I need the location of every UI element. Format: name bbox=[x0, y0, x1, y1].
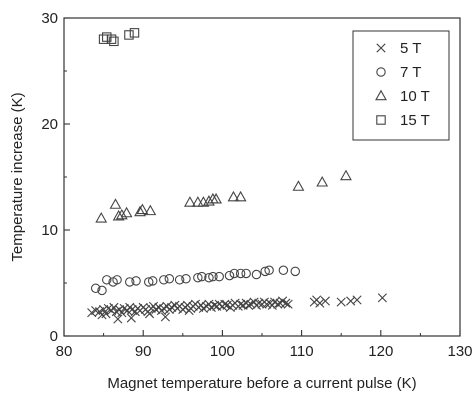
axis-tick-labels: 80 90 100 110 120 130 0 10 20 30 bbox=[41, 10, 472, 360]
data-point bbox=[129, 28, 140, 38]
data-point bbox=[124, 30, 134, 40]
legend-marker bbox=[375, 89, 387, 101]
legend-label: 7 T bbox=[400, 64, 421, 81]
legend-items: 5 T 7 T 10 T 15 T bbox=[375, 40, 430, 129]
x-tick-label: 100 bbox=[210, 343, 235, 360]
data-point bbox=[210, 192, 223, 204]
data-point bbox=[97, 310, 107, 320]
data-point bbox=[251, 269, 262, 280]
data-point bbox=[264, 265, 274, 276]
data-point bbox=[183, 196, 196, 207]
data-point bbox=[98, 34, 109, 44]
data-point bbox=[234, 190, 247, 202]
data-point bbox=[102, 275, 112, 285]
data-point bbox=[143, 277, 154, 287]
legend-marker bbox=[376, 115, 386, 125]
data-point bbox=[214, 271, 224, 282]
data-point bbox=[164, 274, 175, 284]
data-point bbox=[281, 298, 291, 308]
data-points bbox=[87, 28, 387, 324]
data-point bbox=[124, 277, 135, 287]
data-point bbox=[336, 297, 346, 307]
axis-ticks bbox=[63, 17, 461, 337]
data-point bbox=[316, 175, 329, 187]
data-point bbox=[97, 285, 107, 296]
legend-box bbox=[352, 30, 450, 141]
data-point bbox=[208, 271, 218, 282]
data-point bbox=[352, 295, 362, 305]
data-point bbox=[229, 268, 240, 279]
legend-marker bbox=[376, 43, 386, 53]
data-point bbox=[320, 296, 330, 306]
data-point bbox=[235, 268, 246, 279]
x-tick-label: 130 bbox=[447, 343, 472, 360]
data-point bbox=[273, 299, 283, 309]
data-point bbox=[109, 36, 119, 47]
y-tick-label: 10 bbox=[41, 222, 58, 239]
y-tick-label: 20 bbox=[41, 116, 58, 133]
data-point bbox=[184, 305, 194, 316]
data-point bbox=[292, 180, 305, 191]
data-point bbox=[254, 298, 264, 308]
data-point bbox=[227, 190, 240, 202]
series-2 bbox=[95, 169, 352, 223]
data-point bbox=[377, 293, 387, 303]
x-tick-label: 120 bbox=[368, 343, 393, 360]
data-point bbox=[109, 302, 119, 312]
data-point bbox=[117, 308, 127, 318]
series-1 bbox=[90, 265, 301, 296]
x-tick-label: 110 bbox=[290, 343, 314, 360]
data-point bbox=[193, 272, 203, 283]
data-point bbox=[202, 195, 215, 206]
series-3 bbox=[98, 28, 140, 47]
data-point bbox=[112, 209, 125, 221]
data-point bbox=[160, 312, 170, 322]
legend-label: 15 T bbox=[400, 112, 430, 129]
legend-label: 10 T bbox=[400, 88, 430, 105]
data-point bbox=[95, 212, 108, 223]
data-point bbox=[174, 275, 185, 285]
data-point bbox=[144, 309, 155, 319]
data-point bbox=[126, 313, 136, 323]
data-point bbox=[112, 275, 122, 285]
data-point bbox=[147, 276, 158, 286]
data-point bbox=[283, 299, 293, 309]
data-point bbox=[220, 299, 230, 309]
data-point bbox=[197, 271, 207, 282]
data-point bbox=[106, 34, 117, 44]
legend-label: 5 T bbox=[400, 40, 421, 57]
data-point bbox=[260, 266, 270, 277]
data-point bbox=[278, 265, 289, 276]
data-point bbox=[115, 208, 128, 220]
x-tick-label: 90 bbox=[135, 343, 152, 360]
data-point bbox=[290, 266, 301, 277]
data-point bbox=[243, 300, 254, 310]
data-point bbox=[136, 203, 149, 215]
series-0 bbox=[87, 293, 387, 324]
data-point bbox=[109, 198, 122, 209]
legend-marker bbox=[376, 67, 386, 77]
data-point bbox=[113, 314, 123, 324]
data-point bbox=[224, 270, 235, 281]
data-point bbox=[159, 275, 169, 285]
data-point bbox=[144, 204, 157, 216]
x-tick-label: 80 bbox=[56, 343, 73, 360]
data-point bbox=[236, 299, 246, 309]
y-tick-label: 0 bbox=[50, 328, 58, 345]
x-axis-label: Magnet temperature before a current puls… bbox=[107, 375, 416, 392]
data-point bbox=[262, 299, 272, 309]
y-axis-label: Temperature increase (K) bbox=[9, 92, 26, 261]
data-point bbox=[315, 298, 325, 308]
data-point bbox=[131, 276, 141, 286]
data-point bbox=[134, 205, 146, 217]
data-point bbox=[204, 272, 214, 283]
legend: 5 T 7 T 10 T 15 T bbox=[352, 30, 450, 141]
data-point bbox=[120, 206, 133, 218]
data-point bbox=[181, 274, 191, 284]
data-point bbox=[340, 169, 352, 181]
data-point bbox=[241, 268, 251, 279]
data-point bbox=[90, 283, 101, 294]
y-tick-label: 30 bbox=[41, 10, 58, 27]
